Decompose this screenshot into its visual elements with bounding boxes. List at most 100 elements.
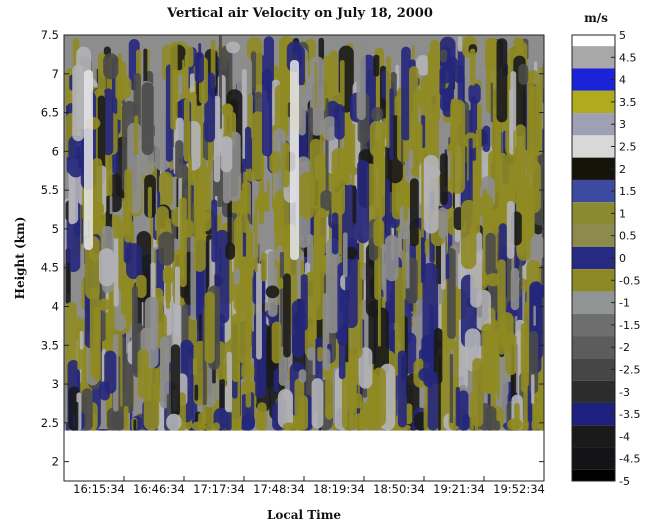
field-cell xyxy=(431,104,439,166)
field-cell xyxy=(449,353,454,424)
field-cell xyxy=(334,104,345,140)
field-cell xyxy=(138,429,147,431)
field-cell xyxy=(306,346,316,361)
field-cell xyxy=(274,84,289,141)
field-cell xyxy=(490,82,493,123)
field-cell xyxy=(325,404,334,420)
field-cell xyxy=(298,369,307,383)
colorbar-tick-label: -5 xyxy=(619,475,630,488)
field-cell xyxy=(220,136,233,173)
field-cell xyxy=(479,194,494,219)
colorbar-tick-label: 5 xyxy=(619,29,626,42)
colorbar-tick-label: 3 xyxy=(619,118,626,131)
field-cell xyxy=(213,95,221,183)
field-cell xyxy=(121,336,126,391)
field-cell xyxy=(252,111,265,180)
colorbar-tick-label: 0.5 xyxy=(619,230,637,243)
field-cell xyxy=(538,381,544,418)
field-cell xyxy=(518,63,529,85)
field-cell xyxy=(194,384,199,401)
colorbar-ticks: 5 4.5 4 3.5 3 2.5 2 1.5 1 0.5 0 -0.5 -1 -1.5 -2 -2.5 -3 -… xyxy=(611,29,640,488)
field-cell xyxy=(257,402,267,431)
field-cell xyxy=(98,248,115,287)
field-cell xyxy=(410,178,419,247)
field-cell xyxy=(175,140,184,179)
colorbar: m/s 5 4.5 4 3.5 3 2.5 2 1.5 1 0.5 0 -0.5 -1 -1.5 -2 -2.… xyxy=(571,11,640,488)
field-cell xyxy=(372,367,386,427)
y-tick-label: 4 xyxy=(52,299,59,313)
colorbar-tick-label: -3.5 xyxy=(619,408,640,421)
x-tick-label: 18:19:34 xyxy=(313,482,365,496)
field-cell xyxy=(175,72,179,101)
field-cell xyxy=(389,292,395,364)
field-cell xyxy=(256,263,262,360)
field-cell xyxy=(281,142,290,188)
field-cell xyxy=(322,348,331,371)
field-cell xyxy=(265,285,280,299)
y-tick-label: 3 xyxy=(52,377,59,391)
field-cell xyxy=(341,367,357,431)
field-cell xyxy=(174,266,180,336)
field-cell xyxy=(92,202,105,217)
field-cell xyxy=(339,60,345,108)
field-cell xyxy=(322,116,338,141)
colorbar-swatch xyxy=(572,90,615,114)
field-cell xyxy=(394,267,405,357)
field-cell xyxy=(496,38,508,123)
field-cell xyxy=(523,354,529,431)
field-cell xyxy=(485,273,501,287)
field-cell xyxy=(454,65,465,84)
colorbar-swatch xyxy=(572,179,615,203)
y-tick-label: 6 xyxy=(52,144,59,158)
field-cell xyxy=(261,68,273,157)
field-cell xyxy=(440,153,448,206)
velocity-field xyxy=(64,35,544,431)
field-cell xyxy=(405,211,410,289)
field-cell xyxy=(134,115,139,156)
field-cell xyxy=(135,274,147,298)
field-cell xyxy=(158,171,173,208)
field-cell xyxy=(241,362,255,380)
field-cell xyxy=(111,214,122,239)
y-axis-label: Height (km) xyxy=(13,217,27,300)
colorbar-tick-label: -0.5 xyxy=(619,274,640,287)
field-cell xyxy=(538,284,544,298)
field-cell xyxy=(236,208,239,250)
field-cell xyxy=(338,326,346,380)
field-cell xyxy=(440,49,448,63)
field-cell xyxy=(505,332,517,376)
field-cell xyxy=(373,54,380,77)
field-cell xyxy=(438,354,441,431)
field-cell xyxy=(298,395,309,431)
field-cell xyxy=(377,258,381,347)
colorbar-swatch xyxy=(572,291,615,314)
field-cell xyxy=(260,252,267,282)
field-cell xyxy=(193,180,206,272)
field-cell xyxy=(401,46,411,141)
chart-title: Vertical air Velocity on July 18, 2000 xyxy=(166,6,433,21)
field-cell xyxy=(120,334,123,407)
field-cell xyxy=(98,298,111,311)
colorbar-tick-label: 2 xyxy=(619,163,626,176)
field-cell xyxy=(536,421,544,431)
field-cell xyxy=(373,219,385,247)
x-axis-label: Local Time xyxy=(267,508,341,522)
field-cell xyxy=(329,50,339,93)
field-cell xyxy=(226,351,232,413)
field-cell xyxy=(297,46,305,86)
field-cell xyxy=(144,296,159,369)
colorbar-swatch xyxy=(572,224,615,247)
plot-area: 2 2.5 3 3.5 4 4.5 5 5.5 6 6.5 7 7.5 16:15:34 16:46:3… xyxy=(41,28,545,496)
x-tick-label: 19:21:34 xyxy=(433,482,485,496)
colorbar-tick-label: 4 xyxy=(619,74,626,87)
y-axis: 2 2.5 3 3.5 4 4.5 5 5.5 6 6.5 7 7.5 xyxy=(41,28,544,469)
field-cell xyxy=(527,384,533,423)
field-cell xyxy=(519,253,523,288)
field-cell xyxy=(416,284,419,359)
field-cell xyxy=(472,357,484,427)
field-cell xyxy=(436,75,441,100)
field-cell xyxy=(109,195,113,215)
colorbar-tick-label: -4.5 xyxy=(619,453,640,466)
field-cell xyxy=(331,212,339,255)
field-cell xyxy=(269,151,281,173)
